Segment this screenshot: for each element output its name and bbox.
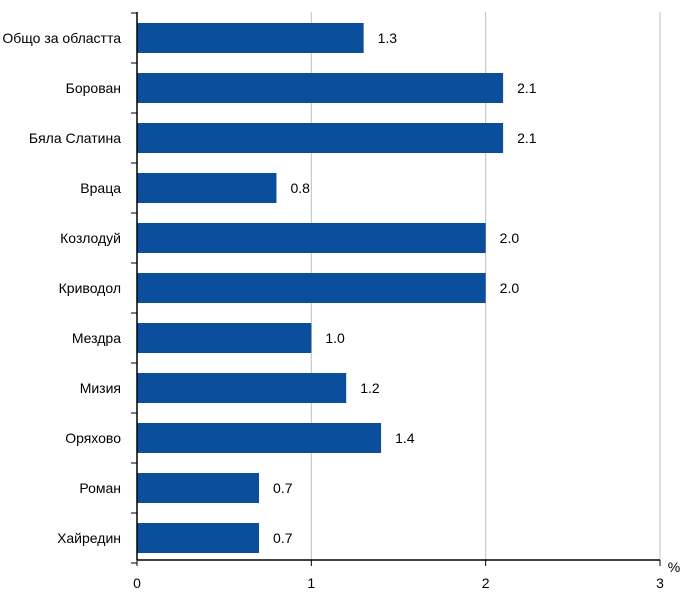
x-axis-unit-label: %	[668, 559, 680, 575]
category-labels: Общо за областта Борован Бяла Слатина Враца…	[2, 30, 121, 546]
category-label-2: Бяла Слатина	[29, 130, 121, 146]
value-label-10: 0.7	[273, 530, 293, 546]
value-labels: 1.3 2.1 2.1 0.8 2.0 2.0 1.0 1.2 1.4 0.7 0.7	[273, 30, 537, 546]
x-tick-labels: 0 1 2 3	[133, 575, 664, 591]
category-label-1: Борован	[66, 80, 121, 96]
value-label-1: 2.1	[517, 80, 537, 96]
bar-5	[137, 273, 486, 303]
value-label-9: 0.7	[273, 480, 293, 496]
value-label-4: 2.0	[500, 230, 520, 246]
bar-2	[137, 123, 504, 153]
category-label-4: Козлодуй	[60, 230, 121, 246]
axes	[131, 12, 661, 566]
category-label-0: Общо за областта	[2, 30, 121, 46]
bar-8	[137, 423, 382, 453]
bars	[137, 23, 504, 553]
bar-1	[137, 73, 504, 103]
category-label-10: Хайредин	[57, 530, 121, 546]
value-label-0: 1.3	[378, 30, 398, 46]
category-label-3: Враца	[80, 180, 121, 196]
value-label-6: 1.0	[325, 330, 345, 346]
bar-10	[137, 523, 260, 553]
bar-0	[137, 23, 364, 53]
value-label-5: 2.0	[500, 280, 520, 296]
value-label-3: 0.8	[290, 180, 310, 196]
bar-3	[137, 173, 277, 203]
bar-7	[137, 373, 347, 403]
category-label-8: Оряхово	[65, 430, 121, 446]
category-label-9: Роман	[79, 480, 121, 496]
x-tick-label-1: 1	[307, 575, 315, 591]
category-label-6: Мездра	[72, 330, 121, 346]
x-tick-label-2: 2	[482, 575, 490, 591]
value-label-7: 1.2	[360, 380, 380, 396]
bar-9	[137, 473, 260, 503]
bar-4	[137, 223, 486, 253]
category-label-5: Криводол	[59, 280, 121, 296]
value-label-8: 1.4	[395, 430, 415, 446]
x-tick-label-3: 3	[656, 575, 664, 591]
x-tick-label-0: 0	[133, 575, 141, 591]
category-label-7: Мизия	[80, 380, 121, 396]
bar-6	[137, 323, 312, 353]
value-label-2: 2.1	[517, 130, 537, 146]
